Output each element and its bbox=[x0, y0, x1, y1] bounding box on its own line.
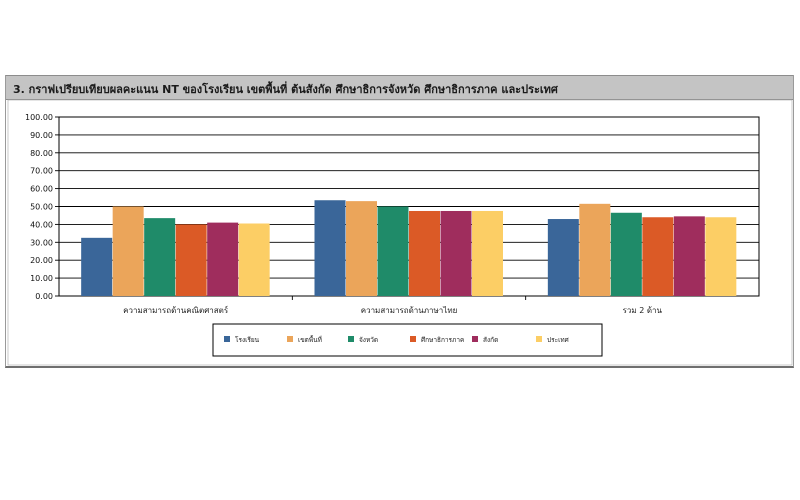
y-tick-label: 100.00 bbox=[25, 113, 53, 122]
legend-label: จังหวัด bbox=[359, 336, 378, 344]
bar bbox=[472, 210, 503, 296]
y-tick-label: 0.00 bbox=[35, 292, 53, 301]
bar bbox=[547, 219, 579, 296]
bar bbox=[610, 212, 642, 296]
y-tick-label: 20.00 bbox=[30, 256, 53, 265]
y-tick-label: 60.00 bbox=[30, 185, 53, 194]
category-label: ความสามารถด้านภาษาไทย bbox=[361, 306, 458, 315]
legend-label: สังกัด bbox=[483, 336, 498, 344]
category-label: ความสามารถด้านคณิตศาสตร์ bbox=[123, 305, 229, 315]
chart-frame bbox=[7, 99, 793, 366]
bar bbox=[705, 217, 737, 296]
bar bbox=[144, 218, 176, 296]
legend-swatch bbox=[410, 336, 416, 342]
bar bbox=[81, 237, 113, 296]
bar bbox=[112, 206, 144, 296]
legend-swatch bbox=[472, 336, 478, 342]
bar bbox=[579, 203, 611, 296]
section-title: 3. กราฟเปรียบเทียบผลคะแนน NT ของโรงเรียน… bbox=[13, 83, 558, 96]
y-tick-label: 70.00 bbox=[30, 167, 53, 176]
section-header: 3. กราฟเปรียบเทียบผลคะแนน NT ของโรงเรียน… bbox=[6, 75, 793, 100]
bar bbox=[238, 223, 270, 296]
bar bbox=[175, 224, 207, 296]
legend-swatch bbox=[348, 336, 354, 342]
bar bbox=[346, 201, 377, 296]
chart-section: 3. กราฟเปรียบเทียบผลคะแนน NT ของโรงเรียน… bbox=[5, 75, 794, 368]
legend-swatch bbox=[536, 336, 542, 342]
legend-box bbox=[212, 323, 603, 357]
bar bbox=[642, 217, 674, 296]
y-tick-label: 80.00 bbox=[30, 149, 53, 158]
legend-label: เขตพื้นที่ bbox=[298, 335, 322, 344]
bar bbox=[440, 210, 472, 296]
bar bbox=[409, 210, 440, 296]
legend-label: ประเทศ bbox=[547, 336, 570, 344]
legend-label: ศึกษาธิการภาค bbox=[421, 336, 464, 344]
y-tick-label: 40.00 bbox=[30, 220, 53, 229]
category-label: รวม 2 ด้าน bbox=[623, 306, 663, 315]
legend-swatch bbox=[287, 336, 293, 342]
legend-label: โรงเรียน bbox=[235, 336, 260, 344]
y-tick-label: 50.00 bbox=[30, 203, 53, 212]
legend-swatch bbox=[224, 336, 230, 342]
bar bbox=[207, 222, 239, 296]
y-tick-label: 30.00 bbox=[30, 238, 53, 247]
y-tick-label: 10.00 bbox=[30, 274, 53, 283]
bar bbox=[314, 200, 346, 296]
bar bbox=[673, 216, 705, 296]
y-tick-label: 90.00 bbox=[30, 131, 53, 140]
bar bbox=[377, 206, 409, 296]
